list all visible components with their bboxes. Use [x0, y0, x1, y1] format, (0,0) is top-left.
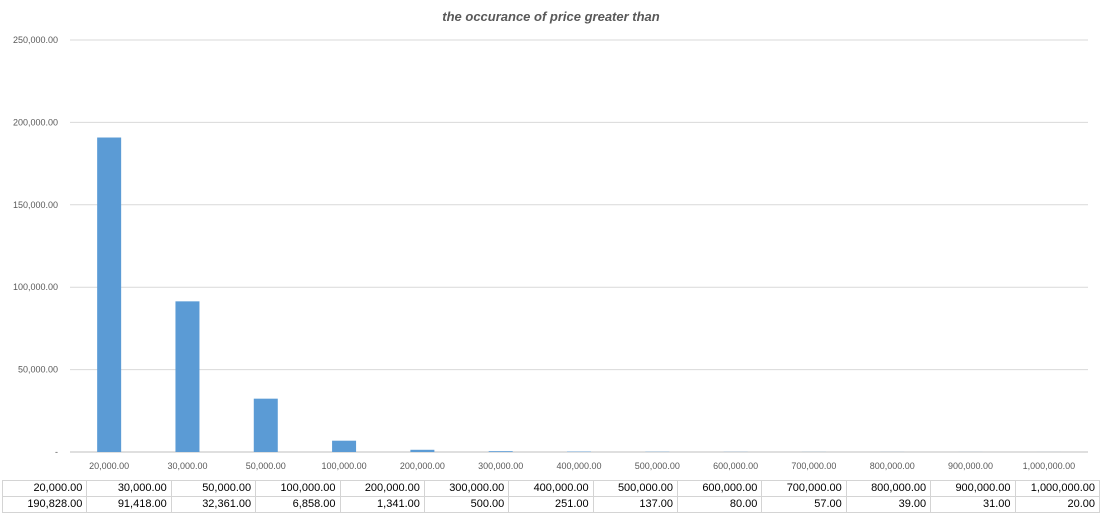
x-tick-label: 100,000.00 — [322, 461, 367, 471]
table-cell: 900,000.00 — [930, 480, 1016, 497]
table-row: 190,828.00 91,418.00 32,361.00 6,858.00 1,34… — [1, 496, 1100, 513]
table-cell: 39.00 — [845, 496, 932, 513]
table-cell: 400,000.00 — [508, 480, 594, 497]
x-tick-label: 1,000,000.00 — [1023, 461, 1076, 471]
table-cell: 137.00 — [592, 496, 679, 513]
table-cell: 190,828.00 — [1, 496, 88, 513]
y-tick-label: 150,000.00 — [13, 200, 58, 210]
x-tick-label: 900,000.00 — [948, 461, 993, 471]
data-table: 20,000.00 30,000.00 50,000.00 100,000.00 200… — [1, 480, 1100, 513]
y-tick-label: 250,000.00 — [13, 35, 58, 45]
x-tick-label: 700,000.00 — [791, 461, 836, 471]
x-tick-label: 400,000.00 — [556, 461, 601, 471]
table-cell: 100,000.00 — [255, 480, 341, 497]
bar — [253, 398, 278, 452]
bar — [175, 301, 200, 452]
bar — [332, 440, 357, 452]
table-cell: 50,000.00 — [170, 480, 257, 497]
table-cell: 251.00 — [508, 496, 594, 513]
x-tick-label: 500,000.00 — [635, 461, 680, 471]
y-tick-label: 50,000.00 — [18, 365, 58, 375]
y-axis: - 50,000.00 100,000.00 150,000.00 200,000.00… — [13, 35, 58, 457]
gridlines — [70, 39, 1088, 453]
x-tick-label: 200,000.00 — [400, 461, 445, 471]
table-cell: 200,000.00 — [339, 480, 425, 497]
table-cell: 91,418.00 — [86, 496, 172, 513]
bar — [410, 449, 435, 452]
bar-chart: the occurance of price greater than - 50,… — [13, 9, 1088, 471]
x-tick-label: 20,000.00 — [89, 461, 129, 471]
table-cell: 32,361.00 — [170, 496, 257, 513]
table-cell: 57.00 — [761, 496, 847, 513]
bar — [488, 451, 513, 452]
table-cell: 600,000.00 — [676, 480, 763, 497]
bar — [97, 137, 122, 453]
y-tick-label: 100,000.00 — [13, 282, 58, 292]
table-cell: 800,000.00 — [845, 480, 932, 497]
table-cell: 500,000.00 — [592, 480, 679, 497]
x-tick-label: 300,000.00 — [478, 461, 523, 471]
table-cell: 500.00 — [423, 496, 510, 513]
bars — [97, 137, 1061, 453]
y-tick-label: - — [55, 447, 58, 457]
y-tick-label: 200,000.00 — [13, 117, 58, 127]
table-cell: 6,858.00 — [255, 496, 341, 513]
table-cell: 20.00 — [1014, 496, 1100, 513]
table-cell: 20,000.00 — [1, 480, 88, 497]
table-cell: 31.00 — [930, 496, 1016, 513]
table-cell: 700,000.00 — [761, 480, 847, 497]
table-row: 20,000.00 30,000.00 50,000.00 100,000.00 200… — [1, 480, 1100, 497]
x-tick-label: 800,000.00 — [870, 461, 915, 471]
x-axis: 20,000.00 30,000.00 50,000.00 100,000.00 200… — [89, 461, 1075, 471]
table-cell: 30,000.00 — [86, 480, 172, 497]
x-tick-label: 600,000.00 — [713, 461, 758, 471]
table-cell: 1,000,000.00 — [1014, 480, 1100, 497]
chart-title: the occurance of price greater than — [442, 9, 660, 24]
table-cell: 80.00 — [676, 496, 763, 513]
table-cell: 300,000.00 — [423, 480, 510, 497]
x-tick-label: 50,000.00 — [246, 461, 286, 471]
table-cell: 1,341.00 — [339, 496, 425, 513]
x-tick-label: 30,000.00 — [167, 461, 207, 471]
